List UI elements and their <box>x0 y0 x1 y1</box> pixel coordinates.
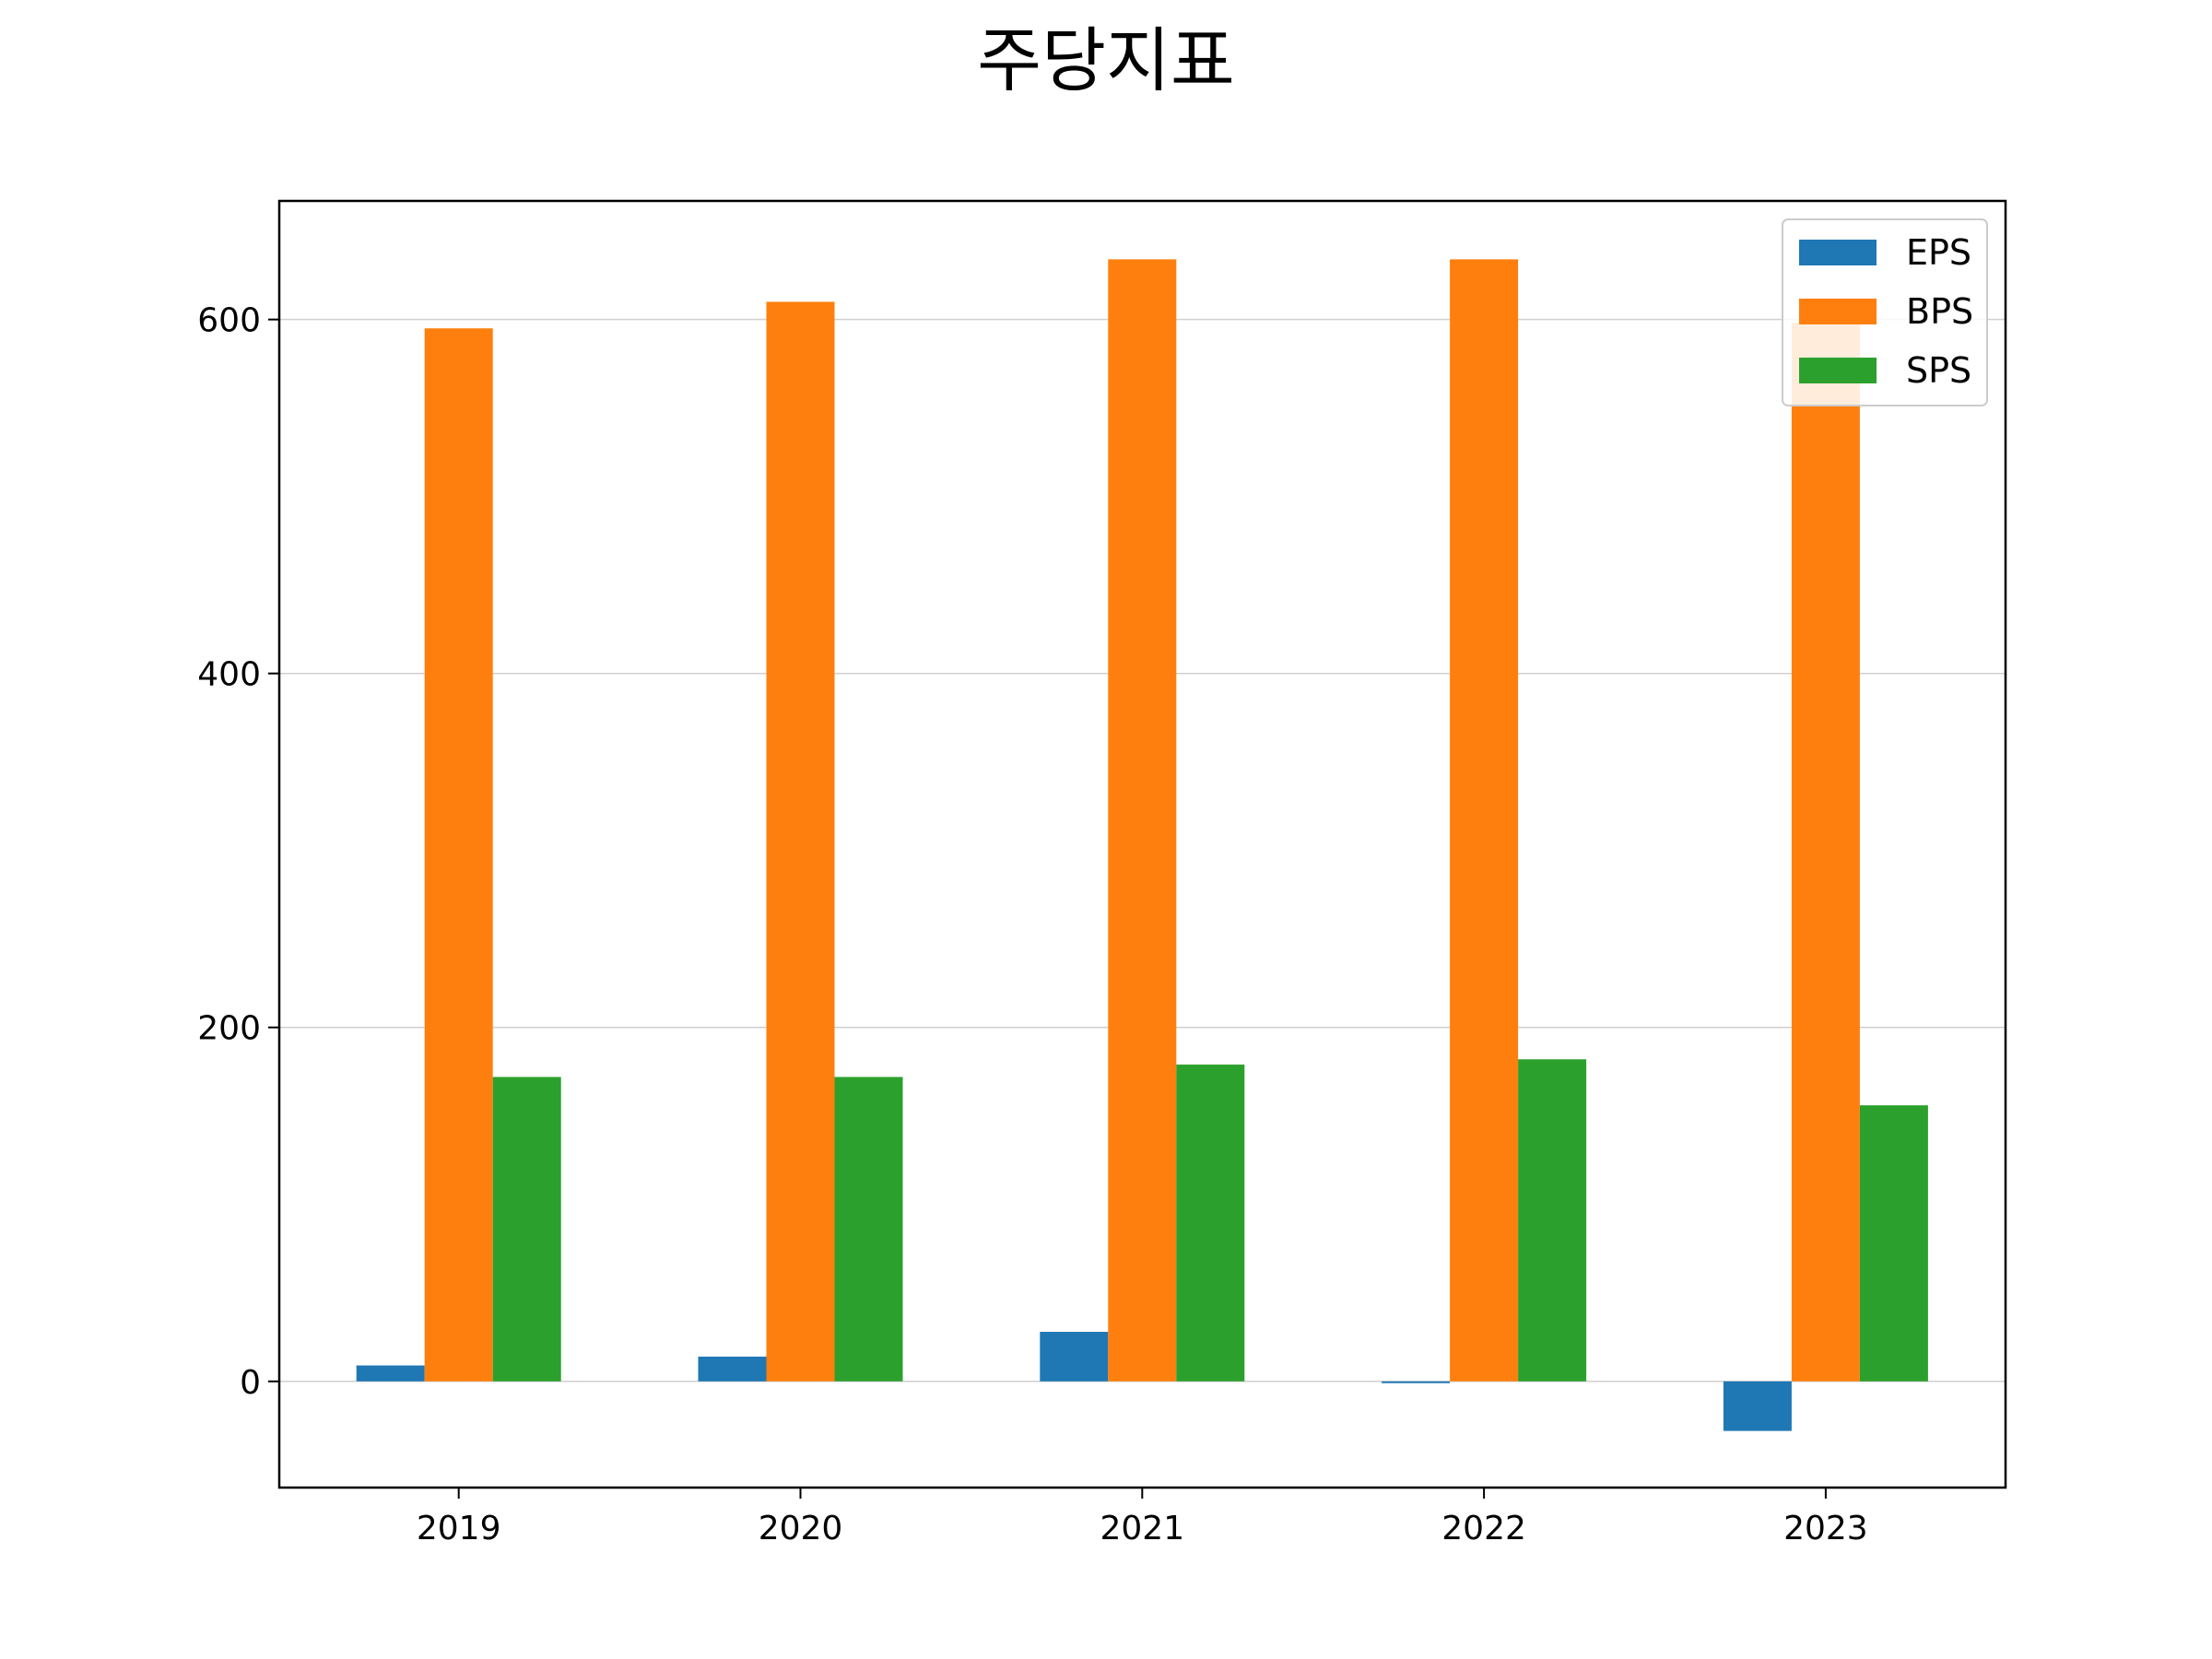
bar-bps-2019 <box>424 328 493 1382</box>
x-tick-label: 2019 <box>417 1510 501 1547</box>
bar-bps-2020 <box>766 301 835 1382</box>
legend-swatch-bps <box>1799 299 1877 324</box>
x-tick-label: 2021 <box>1100 1510 1184 1547</box>
y-tick-label: 400 <box>197 656 261 694</box>
x-tick-label: 2023 <box>1783 1510 1868 1547</box>
bar-bps-2021 <box>1108 259 1177 1382</box>
legend-label-eps: EPS <box>1906 232 1971 273</box>
y-tick-label: 200 <box>197 1010 261 1048</box>
bar-eps-2023 <box>1723 1381 1792 1431</box>
chart-title: 주당지표 <box>977 19 1235 101</box>
legend-label-bps: BPS <box>1906 291 1973 332</box>
legend: EPS BPS SPS <box>1782 218 1988 406</box>
legend-swatch-eps <box>1799 240 1877 265</box>
bar-eps-2022 <box>1382 1381 1451 1383</box>
bar-sps-2023 <box>1859 1105 1928 1382</box>
tick-labels: 0 200 400 600 2019 2020 2021 2022 2023 <box>197 302 1867 1547</box>
bar-sps-2021 <box>1176 1065 1245 1382</box>
x-tick-label: 2020 <box>759 1510 843 1547</box>
bar-sps-2019 <box>492 1077 561 1382</box>
bar-eps-2019 <box>356 1365 425 1382</box>
x-tick-label: 2022 <box>1441 1510 1526 1547</box>
bar-bps-2023 <box>1791 323 1860 1382</box>
y-tick-label: 600 <box>197 302 261 340</box>
bar-bps-2022 <box>1450 259 1519 1382</box>
bar-sps-2022 <box>1518 1059 1587 1382</box>
bar-eps-2020 <box>698 1356 767 1382</box>
bar-eps-2021 <box>1040 1332 1109 1382</box>
legend-label-sps: SPS <box>1906 350 1971 391</box>
bars <box>356 259 1928 1431</box>
bar-sps-2020 <box>834 1077 903 1382</box>
y-tick-label: 0 <box>240 1364 261 1402</box>
legend-swatch-sps <box>1799 358 1877 383</box>
